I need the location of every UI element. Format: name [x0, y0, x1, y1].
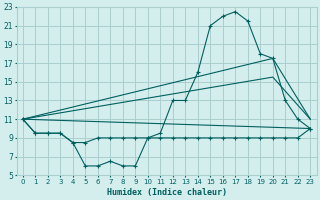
X-axis label: Humidex (Indice chaleur): Humidex (Indice chaleur)	[107, 188, 227, 197]
